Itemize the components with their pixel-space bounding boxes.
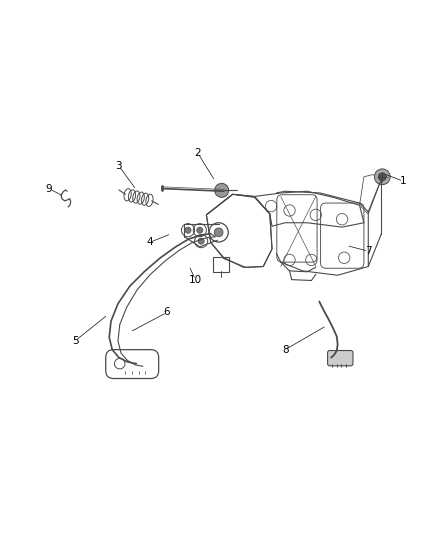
Text: 3: 3	[115, 161, 122, 171]
Text: 1: 1	[399, 176, 406, 186]
Text: 10: 10	[188, 274, 201, 285]
Circle shape	[378, 173, 385, 181]
Text: 7: 7	[364, 246, 371, 256]
Text: 9: 9	[46, 183, 52, 193]
Circle shape	[214, 183, 228, 197]
Circle shape	[198, 238, 204, 244]
Text: 4: 4	[146, 237, 152, 247]
Text: 5: 5	[71, 336, 78, 346]
Circle shape	[184, 227, 191, 233]
Text: 8: 8	[281, 345, 288, 354]
Text: 6: 6	[163, 308, 170, 318]
Text: 2: 2	[194, 148, 201, 158]
Circle shape	[214, 228, 223, 237]
FancyBboxPatch shape	[327, 351, 352, 366]
Circle shape	[196, 227, 202, 233]
Circle shape	[374, 169, 389, 184]
